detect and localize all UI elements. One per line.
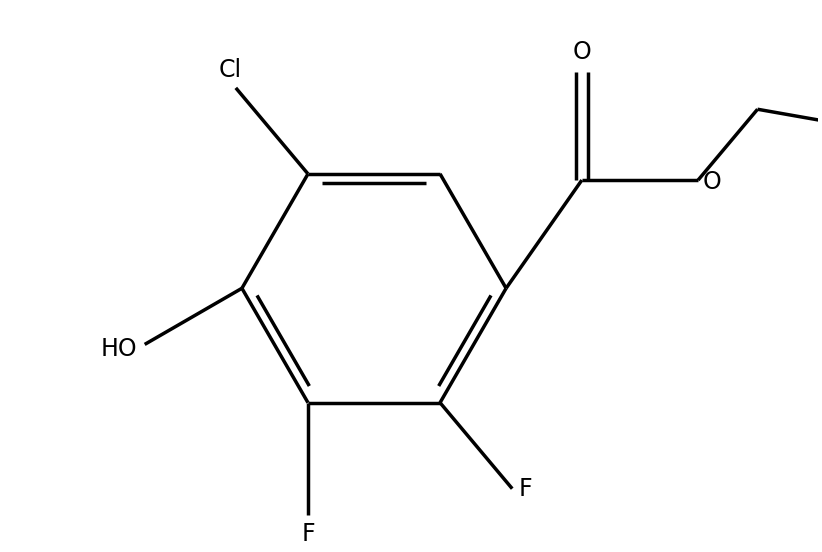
- Text: HO: HO: [100, 337, 137, 360]
- Text: O: O: [702, 170, 721, 194]
- Text: F: F: [519, 477, 532, 501]
- Text: O: O: [572, 40, 591, 65]
- Text: Cl: Cl: [219, 57, 242, 82]
- Text: F: F: [301, 522, 315, 546]
